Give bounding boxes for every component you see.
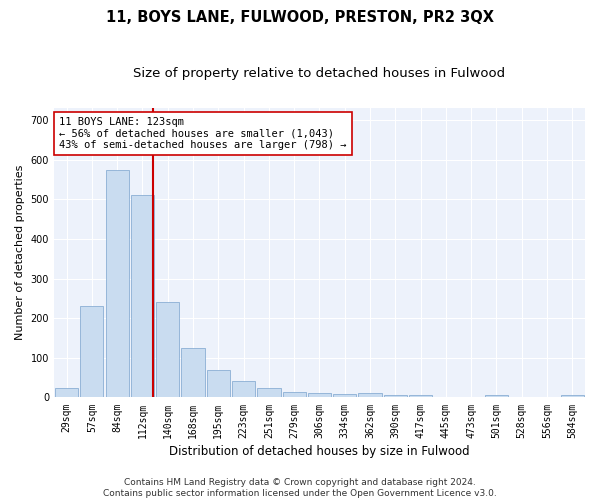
Bar <box>232 381 255 398</box>
Bar <box>55 388 78 398</box>
X-axis label: Distribution of detached houses by size in Fulwood: Distribution of detached houses by size … <box>169 444 470 458</box>
Bar <box>206 370 230 398</box>
Bar <box>358 394 382 398</box>
Bar <box>80 306 103 398</box>
Bar <box>156 302 179 398</box>
Text: 11, BOYS LANE, FULWOOD, PRESTON, PR2 3QX: 11, BOYS LANE, FULWOOD, PRESTON, PR2 3QX <box>106 10 494 25</box>
Text: Contains HM Land Registry data © Crown copyright and database right 2024.
Contai: Contains HM Land Registry data © Crown c… <box>103 478 497 498</box>
Text: 11 BOYS LANE: 123sqm
← 56% of detached houses are smaller (1,043)
43% of semi-de: 11 BOYS LANE: 123sqm ← 56% of detached h… <box>59 116 347 150</box>
Bar <box>181 348 205 398</box>
Bar <box>283 392 306 398</box>
Bar <box>383 394 407 398</box>
Title: Size of property relative to detached houses in Fulwood: Size of property relative to detached ho… <box>133 68 506 80</box>
Bar <box>485 396 508 398</box>
Y-axis label: Number of detached properties: Number of detached properties <box>15 165 25 340</box>
Bar <box>106 170 129 398</box>
Bar <box>333 394 356 398</box>
Bar <box>308 394 331 398</box>
Bar <box>561 396 584 398</box>
Bar <box>409 396 432 398</box>
Bar <box>257 388 281 398</box>
Bar <box>131 196 154 398</box>
